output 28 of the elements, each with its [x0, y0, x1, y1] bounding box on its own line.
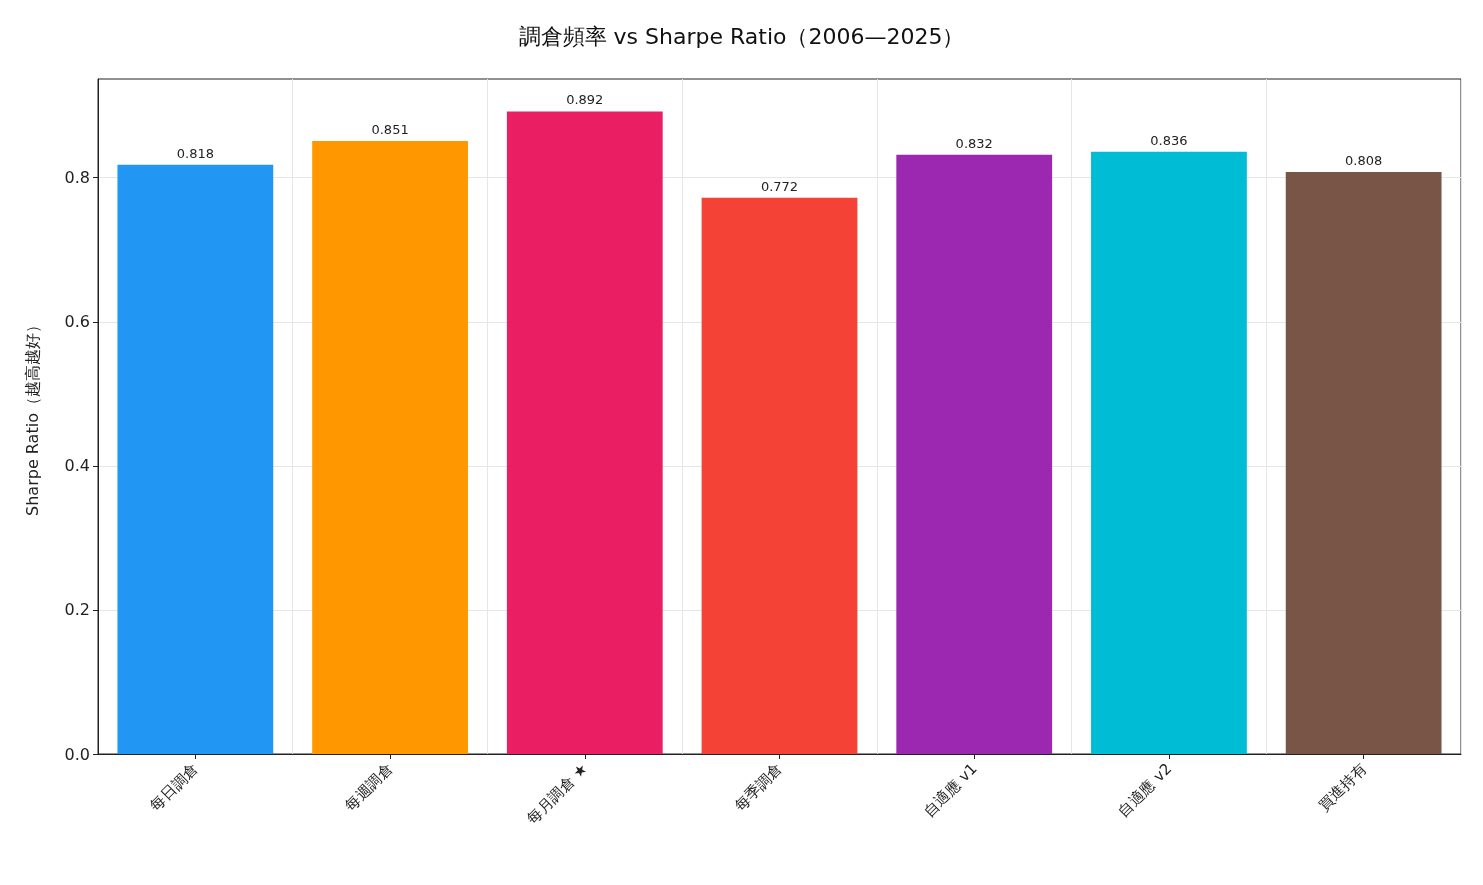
y-axis-title: Sharpe Ratio（越高越好） [22, 317, 42, 516]
bar [117, 164, 274, 754]
x-tick-label: 每季調倉 [730, 759, 786, 815]
x-tick-label: 每月調倉 ★ [523, 759, 592, 828]
data-label: 0.892 [566, 92, 604, 108]
x-tick-label: 自適應 v1 [919, 759, 981, 821]
y-tick-label: 0.0 [64, 744, 90, 764]
x-tick-label: 自適應 v2 [1114, 759, 1176, 821]
x-tick-label: 買進持有 [1314, 759, 1371, 815]
x-tick-label: 每日調倉 [146, 759, 202, 815]
bar [701, 197, 858, 754]
data-label: 0.832 [955, 135, 993, 151]
bar [896, 154, 1053, 754]
data-label: 0.851 [371, 121, 409, 137]
data-label: 0.772 [760, 178, 799, 194]
data-label: 0.836 [1150, 132, 1188, 148]
x-tick-label: 每週調倉 [341, 759, 397, 815]
data-label: 0.818 [176, 145, 214, 161]
bar [1091, 151, 1247, 754]
data-label: 0.808 [1345, 152, 1383, 168]
bar [506, 111, 663, 754]
y-tick-label: 0.6 [64, 312, 90, 332]
y-tick-label: 0.8 [64, 168, 90, 188]
y-tick-label: 0.2 [64, 600, 90, 620]
bar [1285, 171, 1442, 754]
chart-title: 調倉頻率 vs Sharpe Ratio（2006—2025） [518, 23, 965, 49]
bar [312, 140, 468, 754]
y-tick-label: 0.4 [64, 456, 90, 476]
